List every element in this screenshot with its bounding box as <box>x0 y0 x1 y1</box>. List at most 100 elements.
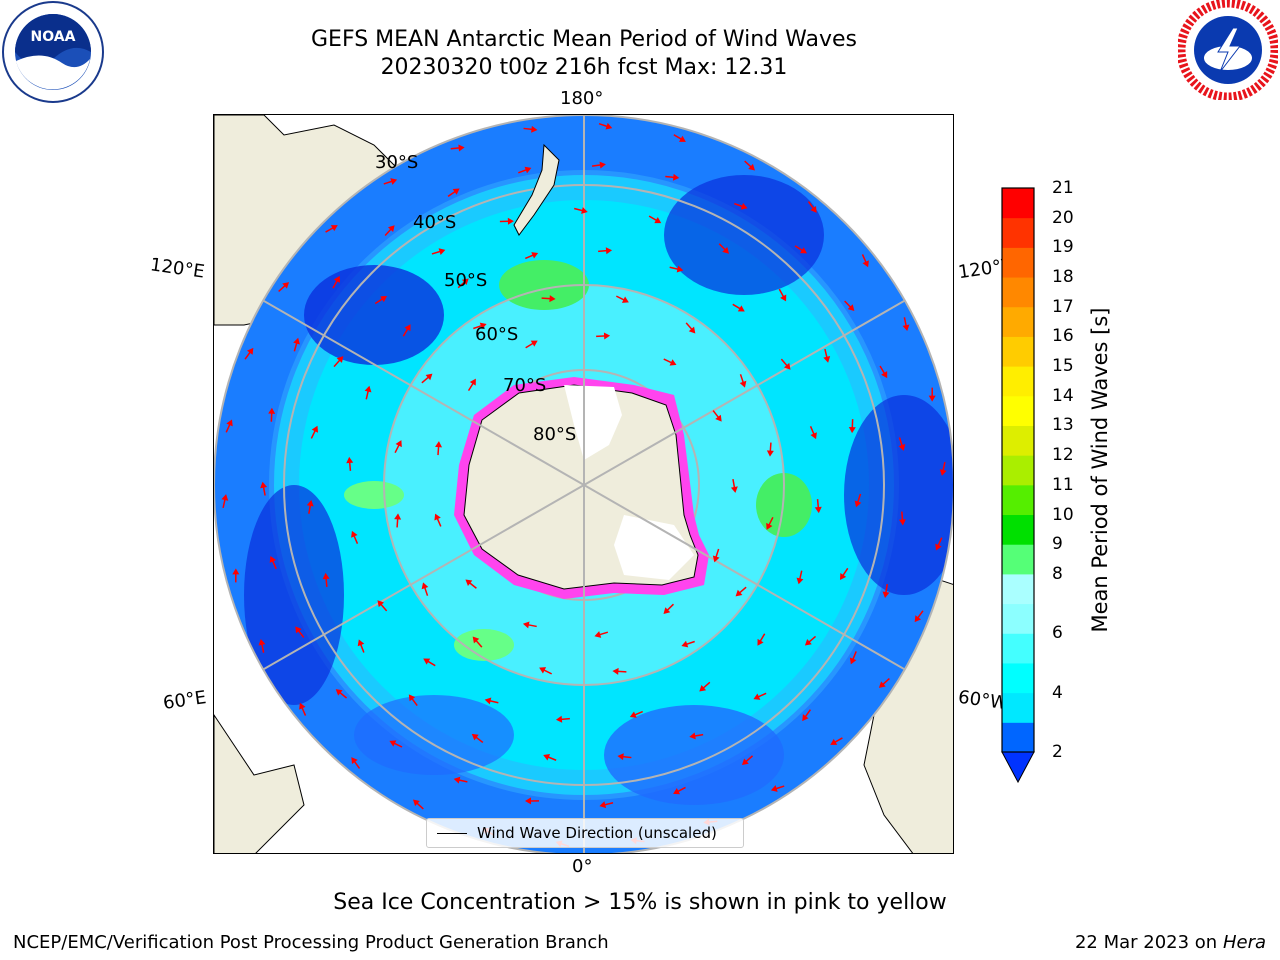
colorbar-label: Mean Period of Wind Waves [s] <box>1088 307 1112 633</box>
colorbar-band <box>1002 544 1034 575</box>
wind-wave-arrow <box>525 797 540 805</box>
wind-wave-arrow <box>673 786 686 795</box>
wind-wave-arrow <box>221 494 229 509</box>
colorbar-tick-label: 17 <box>1052 296 1074 317</box>
colorbar-band <box>1002 633 1034 664</box>
legend-entry-label: Wind Wave Direction (unscaled) <box>477 824 717 842</box>
wind-wave-arrow <box>523 125 538 133</box>
wind-wave-arrow <box>914 610 924 623</box>
wind-wave-arrow <box>766 516 774 530</box>
wind-wave-arrow <box>839 567 849 580</box>
wind-wave-arrow <box>543 754 557 761</box>
colorbar-tick-label: 15 <box>1052 356 1074 377</box>
wind-wave-arrow <box>268 407 276 422</box>
wind-wave-arrow <box>295 626 305 638</box>
map-frame <box>213 114 954 854</box>
wind-wave-arrow <box>802 709 812 722</box>
wind-wave-arrow <box>484 697 499 705</box>
wind-wave-arrow <box>471 733 484 744</box>
wind-wave-arrow <box>778 288 787 302</box>
wind-wave-arrow <box>902 317 910 332</box>
wind-wave-arrow <box>435 441 443 456</box>
colorbar-band <box>1002 306 1034 337</box>
wind-wave-arrow <box>753 692 767 700</box>
wind-wave-arrow <box>770 785 785 792</box>
noaa-logo: NOAA <box>2 1 104 103</box>
wind-wave-arrow <box>394 513 402 528</box>
chart-subtitle: 20230320 t00z 216h fcst Max: 12.31 <box>380 55 788 80</box>
wind-wave-arrow <box>935 537 943 551</box>
date-stamp: 22 Mar 2023 on Hera <box>1075 932 1266 953</box>
lon-label-60e: 60°E <box>161 687 208 714</box>
wind-wave-arrow <box>739 374 747 388</box>
new-zealand-land <box>513 143 560 236</box>
colorbar-band <box>1002 662 1034 694</box>
colorbar-band <box>1002 603 1034 634</box>
wind-wave-arrow <box>685 322 696 334</box>
wind-wave-arrow <box>669 265 684 273</box>
wind-wave-arrow <box>591 161 606 169</box>
wind-wave-arrow <box>278 282 290 292</box>
colorbar-band <box>1002 247 1034 278</box>
wind-wave-arrow <box>421 373 433 384</box>
wind-wave-arrow <box>333 356 344 368</box>
wind-wave-arrow <box>689 732 704 740</box>
wind-wave-arrow <box>882 584 890 598</box>
wind-wave-arrow <box>394 440 402 454</box>
wind-wave-arrow <box>453 776 468 784</box>
wind-wave-arrow <box>730 478 738 493</box>
colorbar-band <box>1002 336 1034 367</box>
wind-wave-arrow <box>402 324 411 337</box>
wind-wave-arrow <box>681 640 695 648</box>
wind-wave-arrow <box>848 419 856 434</box>
wind-wave-arrow <box>269 556 277 570</box>
wind-wave-arrow <box>555 715 570 723</box>
lon-label-120e: 120°E <box>148 254 206 283</box>
wind-wave-arrow <box>712 410 722 422</box>
wind-wave-arrow <box>383 178 398 185</box>
colorbar-band <box>1002 425 1034 456</box>
colorbar-tick-label: 11 <box>1052 474 1074 495</box>
wind-wave-arrow <box>823 348 831 363</box>
wind-wave-arrow <box>594 631 609 638</box>
wind-wave-arrow <box>465 579 477 589</box>
wind-wave-arrow <box>780 358 791 370</box>
wind-wave-arrow <box>612 667 627 675</box>
lat-label-50s: 50°S <box>444 270 488 291</box>
colorbar-tick-label: 6 <box>1052 623 1063 644</box>
lat-label-70s: 70°S <box>503 375 547 396</box>
lat-label-60s: 60°S <box>475 324 519 345</box>
wind-wave-arrow <box>522 621 537 629</box>
wind-wave-arrow <box>473 322 487 330</box>
wind-wave-arrow <box>598 247 613 255</box>
wind-wave-arrow <box>615 295 629 303</box>
wind-wave-arrow <box>844 300 855 312</box>
wind-wave-arrow <box>939 461 947 476</box>
colorbar-tick-label: 4 <box>1052 682 1063 703</box>
colorbar-tick-label: 10 <box>1052 504 1074 525</box>
wind-wave-arrow <box>878 678 890 688</box>
wind-wave-arrow <box>718 243 730 254</box>
wind-wave-arrow <box>741 755 754 766</box>
wind-wave-arrow <box>596 332 611 340</box>
colorbar-band <box>1002 366 1034 397</box>
wind-wave-arrow <box>299 702 307 716</box>
wind-wave-arrow <box>744 160 756 171</box>
nws-logo <box>1178 0 1278 100</box>
wind-wave-arrow <box>854 493 862 508</box>
wind-wave-arrow <box>794 245 807 254</box>
colorbar-tick-label: 21 <box>1052 178 1074 198</box>
wind-wave-arrow <box>310 425 319 439</box>
wind-wave-arrow <box>389 740 403 748</box>
wind-wave-arrow <box>258 638 266 653</box>
wind-wave-arrow <box>450 144 465 152</box>
wind-wave-arrow <box>225 419 233 433</box>
wind-wave-arrow <box>467 378 476 392</box>
antarctic-map <box>214 115 953 853</box>
colorbar-band <box>1002 395 1034 426</box>
wind-wave-arrow <box>364 385 372 400</box>
wind-wave-arrow <box>384 225 395 237</box>
colorbar <box>1001 187 1035 784</box>
wind-wave-arrow <box>732 303 745 312</box>
wind-wave-arrow <box>351 757 361 769</box>
